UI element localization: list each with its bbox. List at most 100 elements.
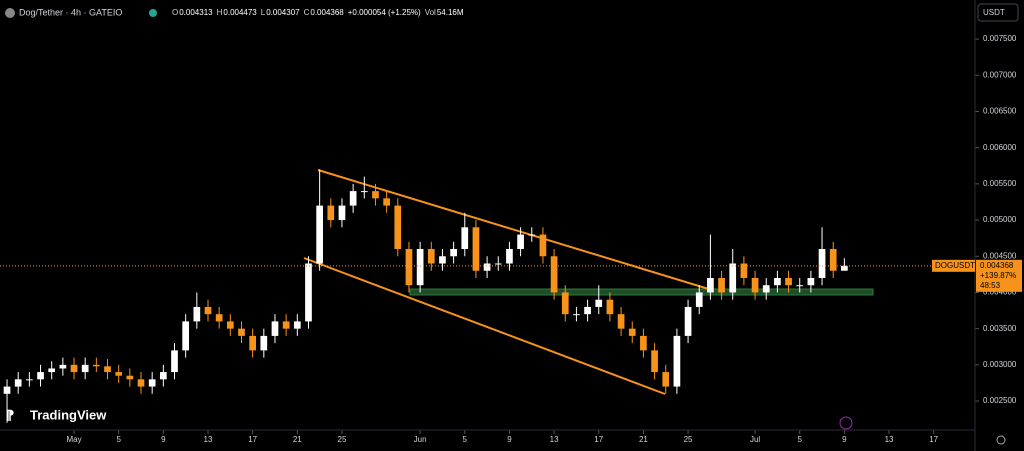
x-tick-label: 9 <box>507 435 512 444</box>
candle-body <box>796 285 804 287</box>
candle-body <box>383 198 390 206</box>
y-tick-label: 0.005500 <box>983 179 1017 188</box>
ohlc-value: 0.004368 <box>310 8 344 17</box>
candle-body <box>561 292 569 315</box>
candle-body <box>182 321 190 351</box>
candle-body <box>238 328 245 336</box>
candle-body <box>26 379 33 381</box>
symbol-tag <box>932 259 975 272</box>
change: +0.000054 (+1.25%) <box>348 8 421 17</box>
candle-body <box>472 227 480 271</box>
candle-body <box>327 205 335 221</box>
chart-title[interactable]: Dog/Tether · 4h · GATEIO <box>19 7 122 17</box>
y-tick-label: 0.007500 <box>983 34 1017 43</box>
candle-body <box>271 321 279 336</box>
candle-body <box>372 191 379 199</box>
candle-body <box>785 277 792 286</box>
candle-body <box>427 249 435 264</box>
candle-body <box>14 379 22 387</box>
candle-body <box>193 306 201 322</box>
candle-body <box>93 364 100 367</box>
candle-body <box>137 379 145 387</box>
x-tick-label: Jun <box>414 435 427 444</box>
candle-body <box>494 263 502 265</box>
x-tick-label: 13 <box>885 435 894 444</box>
candle-body <box>617 314 625 329</box>
x-tick-label: 21 <box>293 435 302 444</box>
price-tag-change: +139.87% <box>980 271 1016 280</box>
candle-body <box>729 263 737 293</box>
candle-body <box>405 249 413 286</box>
currency-button[interactable] <box>977 3 1019 22</box>
x-tick-label: Jul <box>750 435 760 444</box>
candle-body <box>684 306 692 336</box>
candle-body <box>81 364 89 373</box>
candle-body <box>3 386 11 394</box>
y-tick-label: 0.005000 <box>983 215 1017 224</box>
candle-body <box>37 372 44 380</box>
axes: 0.002500 0.003000 0.003500 0.004000 0.004500… <box>66 34 1016 444</box>
y-tick-label: 0.004000 <box>983 288 1017 297</box>
candle-body <box>506 249 513 264</box>
volume-label: Vol <box>425 8 436 17</box>
x-tick-label: 13 <box>204 435 213 444</box>
x-tick-label: 17 <box>248 435 257 444</box>
flash-icon[interactable] <box>839 416 853 430</box>
candle-body <box>550 256 558 293</box>
symbol-icon <box>5 8 15 18</box>
candle-body <box>662 372 670 387</box>
candle-body <box>829 249 837 271</box>
ohlc-label: H <box>217 8 223 17</box>
candle-body <box>751 277 759 293</box>
x-tick-label: 5 <box>463 435 468 444</box>
y-tick-label: 0.003000 <box>983 360 1017 369</box>
candle-body <box>718 277 725 293</box>
candle-body <box>104 366 111 373</box>
x-tick-label: 9 <box>842 435 847 444</box>
candle-body <box>439 256 446 264</box>
candle-body <box>159 372 167 380</box>
candle-body <box>818 249 826 278</box>
x-tick-label: 17 <box>594 435 603 444</box>
price-tag-value: 0.004368 <box>980 261 1014 270</box>
candle-body <box>807 277 815 286</box>
candle-body <box>695 292 703 307</box>
ohlc-label: L <box>261 8 266 17</box>
support-zone <box>409 288 874 296</box>
currency-label[interactable]: USDT <box>983 8 1005 17</box>
ohlc-label: C <box>304 8 310 17</box>
candle-body <box>226 321 234 329</box>
candle-body <box>640 335 647 351</box>
candle-body <box>215 314 223 322</box>
volume-value: 54.16M <box>437 8 464 17</box>
candle-body <box>740 263 748 278</box>
ohlc-value: 0.004473 <box>223 8 257 17</box>
candle-body <box>517 234 524 250</box>
candle-body <box>394 205 402 250</box>
x-tick-label: 9 <box>161 435 166 444</box>
candle-body <box>171 350 178 373</box>
trend-line-lower <box>303 257 666 395</box>
candle-body <box>584 306 591 315</box>
candle-body <box>316 205 323 264</box>
status-dot <box>149 9 157 17</box>
x-tick-label: May <box>66 435 81 444</box>
candle-body <box>338 205 346 221</box>
candles <box>3 169 848 423</box>
candle-body <box>762 285 770 293</box>
settings-icon[interactable] <box>996 435 1006 445</box>
y-tick-label: 0.007000 <box>983 70 1017 79</box>
candle-body <box>305 263 312 322</box>
candle-body <box>528 234 536 236</box>
candle-body <box>48 368 56 373</box>
y-tick-label: 0.003500 <box>983 324 1017 333</box>
x-tick-label: 21 <box>639 435 648 444</box>
candle-body <box>293 321 301 329</box>
y-tick-label: 0.002500 <box>983 396 1017 405</box>
candle-body <box>628 328 636 336</box>
candle-body <box>115 372 123 376</box>
price-tag-countdown: 48:53 <box>980 281 1001 290</box>
